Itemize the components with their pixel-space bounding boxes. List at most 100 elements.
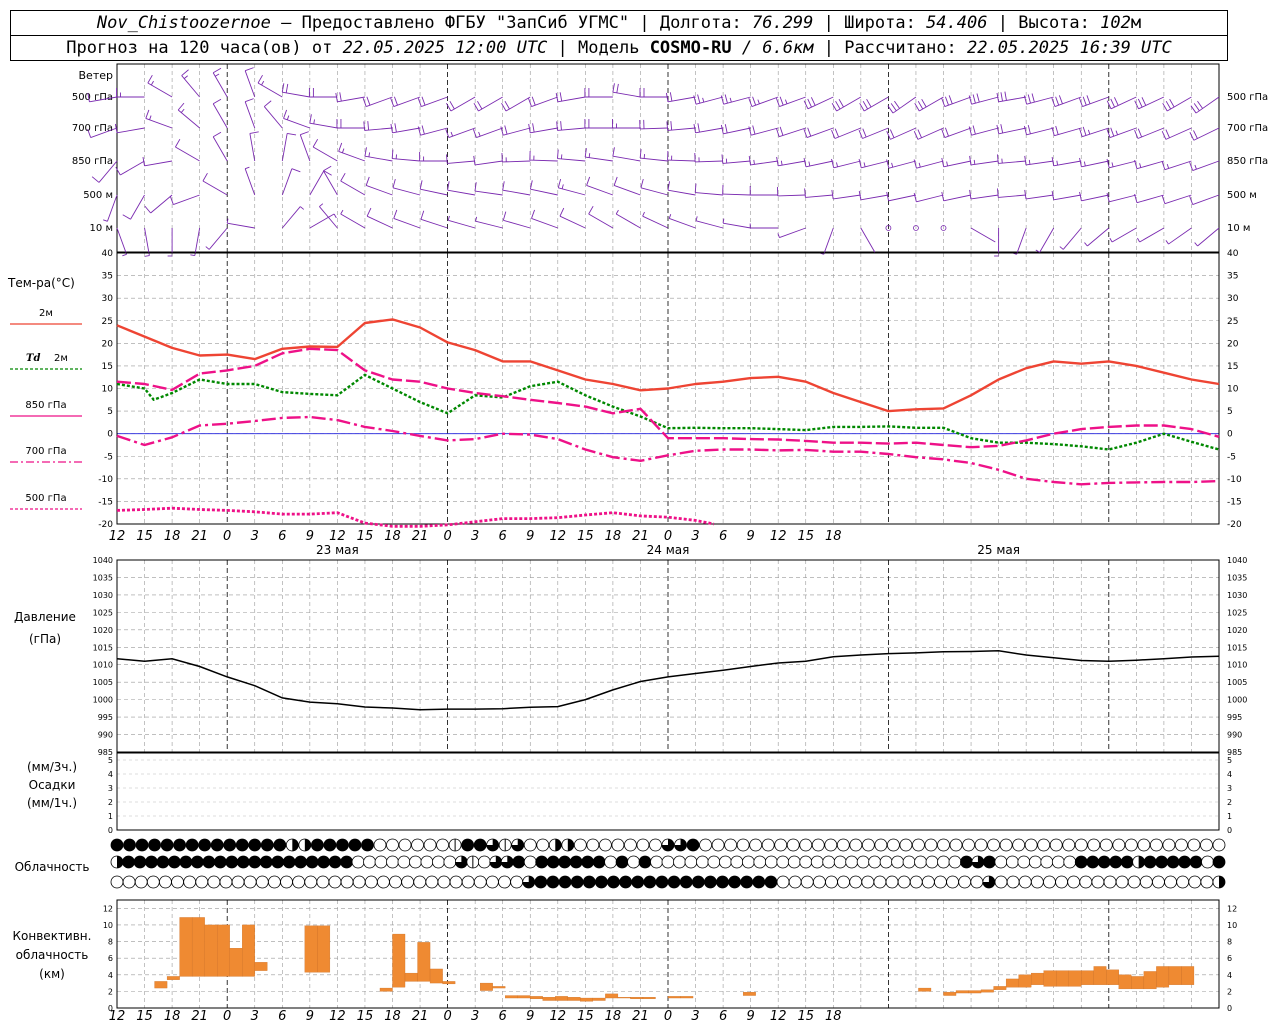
barb-shaft bbox=[862, 127, 889, 139]
barb-half-flag bbox=[1139, 163, 1142, 168]
cloud-cover-icon bbox=[486, 838, 500, 852]
temp-tick-right: -15 bbox=[1227, 497, 1242, 507]
wind-barb-icon bbox=[860, 227, 876, 253]
wind-barb-icon bbox=[390, 123, 421, 134]
barb-half-flag bbox=[946, 161, 949, 167]
wind-barb-icon bbox=[584, 119, 613, 129]
barb-flag bbox=[968, 126, 972, 136]
cloud-cover-icon bbox=[437, 875, 451, 889]
barb-flag bbox=[1082, 96, 1087, 106]
barb-shaft bbox=[586, 185, 614, 196]
cloud-cover-icon bbox=[833, 855, 847, 869]
wind-barb-icon bbox=[667, 181, 696, 196]
cloud-cover-icon bbox=[423, 838, 437, 852]
cloud-cover-icon bbox=[473, 838, 487, 852]
barb-shaft bbox=[366, 96, 393, 107]
pressure-tick-left: 1040 bbox=[93, 556, 113, 565]
conv-bar bbox=[1156, 966, 1170, 988]
cloud-full-circle bbox=[123, 838, 136, 852]
hour-tick-label: 9 bbox=[747, 529, 755, 544]
barb-shaft bbox=[364, 127, 393, 131]
conv-tick-right: 10 bbox=[1227, 921, 1237, 930]
barb-shaft bbox=[505, 96, 531, 112]
cloud-empty-circle bbox=[411, 838, 424, 852]
barb-shaft bbox=[420, 188, 448, 196]
hour-tick-label: 18 bbox=[164, 529, 181, 544]
conv-bar bbox=[642, 997, 656, 1000]
cloud-full-circle bbox=[235, 838, 249, 852]
temp-tick-left: 25 bbox=[102, 317, 113, 327]
wind-barb-icon bbox=[390, 96, 421, 107]
cloud-empty-circle bbox=[1115, 875, 1129, 889]
lat-value: 54.406 bbox=[926, 13, 988, 33]
conv-bar bbox=[617, 997, 631, 999]
conv-bar bbox=[242, 924, 255, 977]
barb-flag bbox=[531, 209, 535, 219]
precip-ylabel-2: Осадки bbox=[29, 778, 76, 792]
barb-shaft bbox=[531, 96, 558, 107]
cloud-cover-icon bbox=[960, 855, 973, 869]
barb-flag bbox=[394, 123, 397, 133]
cloud-cover-icon bbox=[195, 875, 209, 889]
cloud-full-circle bbox=[294, 855, 308, 869]
cloud-cover-icon bbox=[340, 855, 353, 869]
wind-barb-icon bbox=[114, 123, 145, 134]
wind-barb-icon bbox=[87, 127, 118, 138]
cloud-cover-icon bbox=[225, 855, 239, 869]
cloud-empty-circle bbox=[268, 875, 281, 889]
barb-shaft bbox=[1137, 127, 1165, 139]
conv-bar bbox=[993, 986, 1007, 990]
conv-bar bbox=[429, 968, 443, 984]
cloud-empty-circle bbox=[304, 875, 318, 889]
hour-tick-label: 9 bbox=[306, 529, 314, 544]
wind-barb-icon bbox=[362, 96, 393, 107]
cloud-full-circle bbox=[135, 838, 149, 852]
wind-barb-icon bbox=[393, 209, 421, 229]
cloud-cover-icon bbox=[336, 838, 349, 852]
cloud-full-circle bbox=[686, 838, 700, 852]
cloud-cover-icon bbox=[924, 838, 938, 852]
cloud-cover-icon bbox=[776, 875, 790, 889]
barb-shaft bbox=[476, 127, 503, 138]
cloud-empty-circle bbox=[811, 838, 825, 852]
barb-shaft bbox=[695, 220, 724, 229]
barb-shaft bbox=[640, 157, 669, 162]
wind-barb-icon bbox=[502, 211, 531, 229]
conv-bar bbox=[1131, 976, 1145, 990]
wind-barb-icon bbox=[309, 114, 338, 129]
pressure-tick-left: 1000 bbox=[93, 696, 113, 705]
wind-barb-icon bbox=[859, 96, 889, 112]
barb-flag bbox=[1134, 129, 1139, 139]
barb-flag bbox=[504, 125, 508, 135]
cloud-empty-circle bbox=[836, 838, 850, 852]
wind-barb-icon bbox=[694, 183, 724, 196]
hour-tick-label-bottom: 18 bbox=[384, 1009, 401, 1024]
barb-flag bbox=[257, 74, 263, 84]
cloud-cover-icon bbox=[511, 838, 525, 852]
barb-half-flag bbox=[144, 255, 150, 257]
wind-barb-icon bbox=[1078, 126, 1109, 138]
cloud-full-circle bbox=[740, 875, 754, 889]
barb-half-flag bbox=[863, 162, 866, 167]
cloud-empty-circle bbox=[1018, 875, 1032, 889]
cloud-cover-icon bbox=[546, 875, 560, 889]
wind-barb-icon bbox=[531, 209, 558, 229]
barb-flag bbox=[1051, 156, 1055, 166]
barb-shaft bbox=[916, 160, 944, 169]
cloud-cover-icon bbox=[282, 855, 296, 869]
hour-tick-label: 12 bbox=[770, 529, 787, 544]
barb-flag bbox=[913, 130, 919, 140]
barb-flag bbox=[720, 95, 725, 105]
wind-barb-icon bbox=[665, 92, 696, 103]
barb-shaft bbox=[612, 155, 641, 162]
conv-bar bbox=[1018, 974, 1032, 988]
cloud-cover-icon bbox=[799, 838, 813, 852]
cloud-cover-icon bbox=[788, 875, 802, 889]
wind-barb-icon bbox=[777, 227, 806, 238]
barb-shaft bbox=[448, 127, 476, 138]
cloud-full-circle bbox=[1120, 855, 1134, 869]
cloud-cover-icon bbox=[994, 875, 1008, 889]
cloud-cover-icon bbox=[592, 855, 606, 869]
barb-flag bbox=[697, 123, 700, 133]
cloud-empty-circle bbox=[219, 875, 233, 889]
